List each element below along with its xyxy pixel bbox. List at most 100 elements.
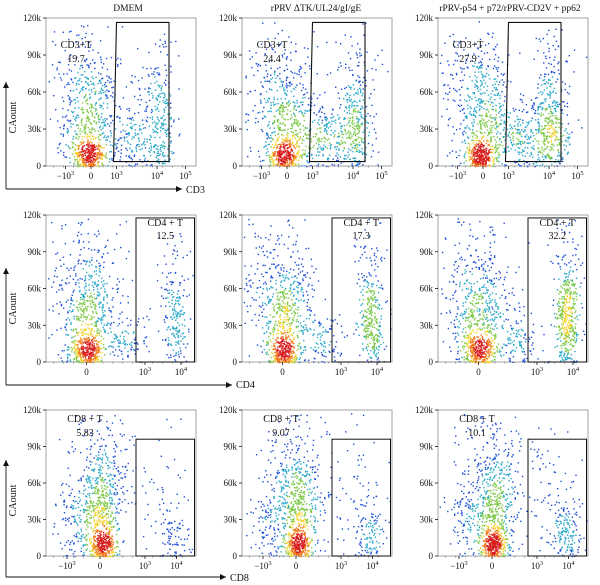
event-dot xyxy=(350,133,352,135)
event-dot xyxy=(90,138,92,140)
event-dot xyxy=(89,141,91,143)
event-dot xyxy=(509,128,512,130)
event-dot xyxy=(485,153,487,155)
event-dot xyxy=(136,144,138,146)
event-dot xyxy=(510,142,513,144)
event-dot xyxy=(88,154,91,156)
event-dot xyxy=(537,151,540,153)
event-dot xyxy=(167,102,169,105)
event-dot xyxy=(79,141,82,143)
event-dot xyxy=(519,133,522,135)
event-dot xyxy=(272,132,274,134)
event-dot xyxy=(516,142,518,144)
event-dot xyxy=(296,155,298,158)
event-dot xyxy=(290,138,292,140)
event-dot xyxy=(347,137,349,139)
event-dot xyxy=(178,88,180,90)
event-dot xyxy=(485,122,487,125)
event-dot xyxy=(345,106,347,108)
event-dot xyxy=(338,97,341,99)
event-dot xyxy=(91,329,93,331)
event-dot xyxy=(248,50,251,52)
event-dot xyxy=(65,361,68,363)
event-dot xyxy=(532,140,534,142)
event-dot xyxy=(97,344,99,346)
event-dot xyxy=(69,354,71,356)
event-dot xyxy=(297,163,300,165)
event-dot xyxy=(102,89,104,91)
event-dot xyxy=(72,336,75,338)
event-dot xyxy=(101,112,103,115)
event-dot xyxy=(362,99,365,101)
event-dot xyxy=(63,307,65,309)
event-dot xyxy=(476,106,478,108)
event-dot xyxy=(354,144,357,147)
event-dot xyxy=(259,64,262,67)
event-dot xyxy=(85,32,87,35)
event-dot xyxy=(91,351,93,354)
event-dot xyxy=(90,277,92,279)
event-dot xyxy=(324,128,327,130)
event-dot xyxy=(86,99,88,102)
event-dot xyxy=(483,119,485,122)
event-dot xyxy=(499,110,501,113)
event-dot xyxy=(539,103,541,105)
event-dot xyxy=(146,120,148,123)
event-dot xyxy=(467,67,469,69)
event-dot xyxy=(499,154,501,156)
event-dot xyxy=(554,104,556,107)
event-dot xyxy=(472,153,475,156)
event-dot xyxy=(97,136,100,138)
event-dot xyxy=(363,34,365,36)
event-dot xyxy=(60,357,62,359)
event-dot xyxy=(97,52,99,54)
event-dot xyxy=(343,110,346,112)
event-dot xyxy=(128,132,130,134)
event-dot xyxy=(495,66,497,69)
event-dot xyxy=(68,282,70,284)
event-dot xyxy=(554,132,557,134)
event-dot xyxy=(518,147,521,149)
event-dot xyxy=(273,73,276,76)
event-dot xyxy=(338,117,341,119)
event-dot xyxy=(80,88,83,90)
event-dot xyxy=(294,102,296,104)
event-dot xyxy=(92,281,94,283)
event-dot xyxy=(296,73,298,75)
event-dot xyxy=(336,146,338,148)
event-dot xyxy=(542,79,544,82)
event-dot xyxy=(116,116,118,118)
event-dot xyxy=(143,340,145,342)
event-dot xyxy=(87,158,90,160)
event-dot xyxy=(94,348,96,350)
event-dot xyxy=(95,123,97,125)
event-dot xyxy=(92,352,94,354)
event-dot xyxy=(72,310,74,312)
event-dot xyxy=(160,117,162,119)
event-dot xyxy=(349,69,351,72)
event-dot xyxy=(477,161,480,164)
event-dot xyxy=(540,132,542,135)
event-dot xyxy=(98,233,100,235)
event-dot xyxy=(456,90,458,93)
event-dot xyxy=(80,121,83,124)
event-dot xyxy=(153,145,156,147)
event-dot xyxy=(463,49,465,51)
event-dot xyxy=(475,161,477,163)
event-dot xyxy=(489,98,491,100)
event-dot xyxy=(349,124,352,127)
event-dot xyxy=(447,84,449,86)
event-dot xyxy=(358,162,360,164)
event-dot xyxy=(74,265,76,267)
event-dot xyxy=(545,120,548,123)
event-dot xyxy=(283,148,285,150)
event-dot xyxy=(100,105,103,108)
event-dot xyxy=(110,311,112,313)
event-dot xyxy=(552,71,554,73)
event-dot xyxy=(480,84,483,86)
event-dot xyxy=(362,81,364,83)
event-dot xyxy=(349,117,352,119)
event-dot xyxy=(76,156,79,158)
event-dot xyxy=(149,135,152,137)
event-dot xyxy=(549,106,551,108)
